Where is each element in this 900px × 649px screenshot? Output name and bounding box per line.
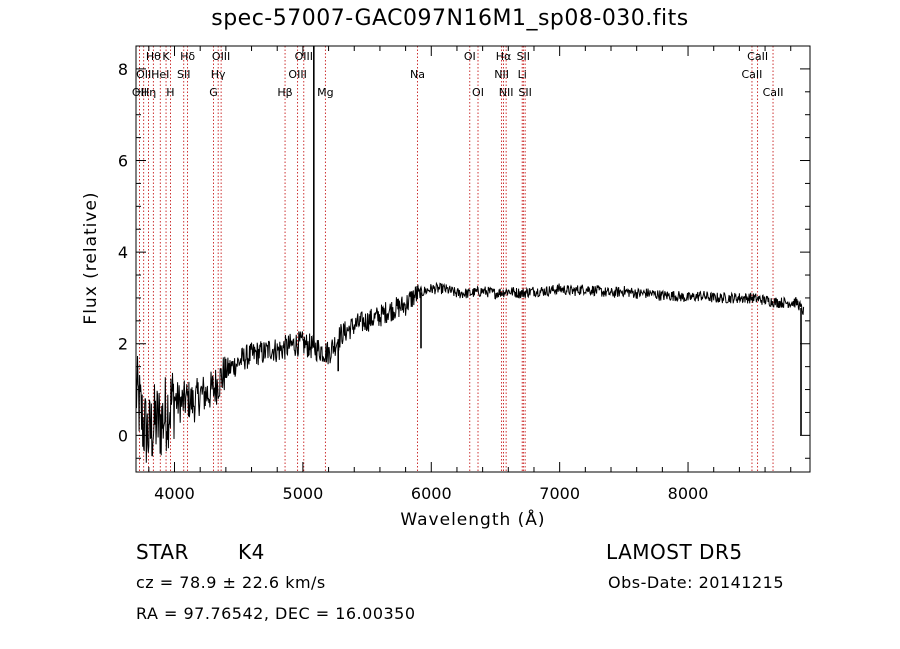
line-marker-label-18: OI <box>472 86 484 99</box>
line-marker-label-3: Hθ <box>146 50 161 63</box>
y-tick-label-2: 4 <box>118 243 128 262</box>
line-marker-label-2: Hη <box>141 86 156 99</box>
line-marker-label-14: OIII <box>295 50 313 63</box>
line-marker-label-22: Li <box>518 68 527 81</box>
line-marker-label-24: SII <box>518 86 531 99</box>
x-tick-label-2: 6000 <box>411 484 452 503</box>
chart-title: spec-57007-GAC097N16M1_sp08-030.fits <box>211 6 689 31</box>
line-marker-label-21: NII <box>499 86 514 99</box>
line-marker-label-9: G <box>209 86 218 99</box>
y-axis-label: Flux (relative) <box>81 191 101 325</box>
line-marker-label-4: HeI <box>151 68 169 81</box>
survey-name: LAMOST DR5 <box>606 540 743 564</box>
y-tick-label-1: 2 <box>118 335 128 354</box>
object-class: STAR <box>136 540 189 564</box>
line-marker-label-19: NII <box>494 68 509 81</box>
y-tick-label-0: 0 <box>118 426 128 445</box>
coordinates: RA = 97.76542, DEC = 16.00350 <box>136 604 416 623</box>
line-marker-label-10: Hγ <box>211 68 226 81</box>
line-marker-label-26: CaII <box>747 50 768 63</box>
line-marker-label-25: CaII <box>742 68 763 81</box>
line-marker-label-20: Hα <box>496 50 512 63</box>
line-marker-label-0: OII <box>132 86 147 99</box>
spectrum-line <box>135 281 805 463</box>
plot-frame <box>135 45 811 473</box>
line-marker-label-11: OIII <box>212 50 230 63</box>
y-tick-label-4: 8 <box>118 60 128 79</box>
line-marker-label-17: OI <box>464 50 476 63</box>
line-marker-label-6: H <box>166 86 174 99</box>
line-markers <box>139 46 774 472</box>
line-marker-label-5: K <box>162 50 170 63</box>
redshift-velocity: cz = 78.9 ± 22.6 km/s <box>136 573 326 592</box>
line-marker-label-1: OII <box>136 68 151 81</box>
line-marker-label-12: Hβ <box>277 86 292 99</box>
line-marker-label-15: Mg <box>317 86 333 99</box>
line-marker-label-27: CaII <box>763 86 784 99</box>
object-subclass: K4 <box>238 540 265 564</box>
x-tick-label-1: 5000 <box>283 484 324 503</box>
line-marker-label-7: SII <box>177 68 190 81</box>
line-marker-label-23: SII <box>517 50 530 63</box>
line-marker-labels: OIIOIIHηHθHeIKHSIIHδGHγOIIIHβOIIIOIIIMgN… <box>132 50 784 99</box>
x-tick-label-4: 8000 <box>668 484 709 503</box>
x-axis-label: Wavelength (Å) <box>400 510 546 530</box>
x-tick-label-3: 7000 <box>539 484 580 503</box>
observation-date: Obs-Date: 20141215 <box>608 573 785 592</box>
y-tick-label-3: 6 <box>118 152 128 171</box>
line-marker-label-8: Hδ <box>180 50 195 63</box>
spectrum-series <box>135 46 805 463</box>
line-marker-label-13: OIII <box>288 68 306 81</box>
axis-ticks: 4000 5000 6000 7000 8000 0 2 4 6 8 <box>118 45 810 503</box>
x-tick-label-0: 4000 <box>154 484 195 503</box>
line-marker-label-16: Na <box>410 68 425 81</box>
